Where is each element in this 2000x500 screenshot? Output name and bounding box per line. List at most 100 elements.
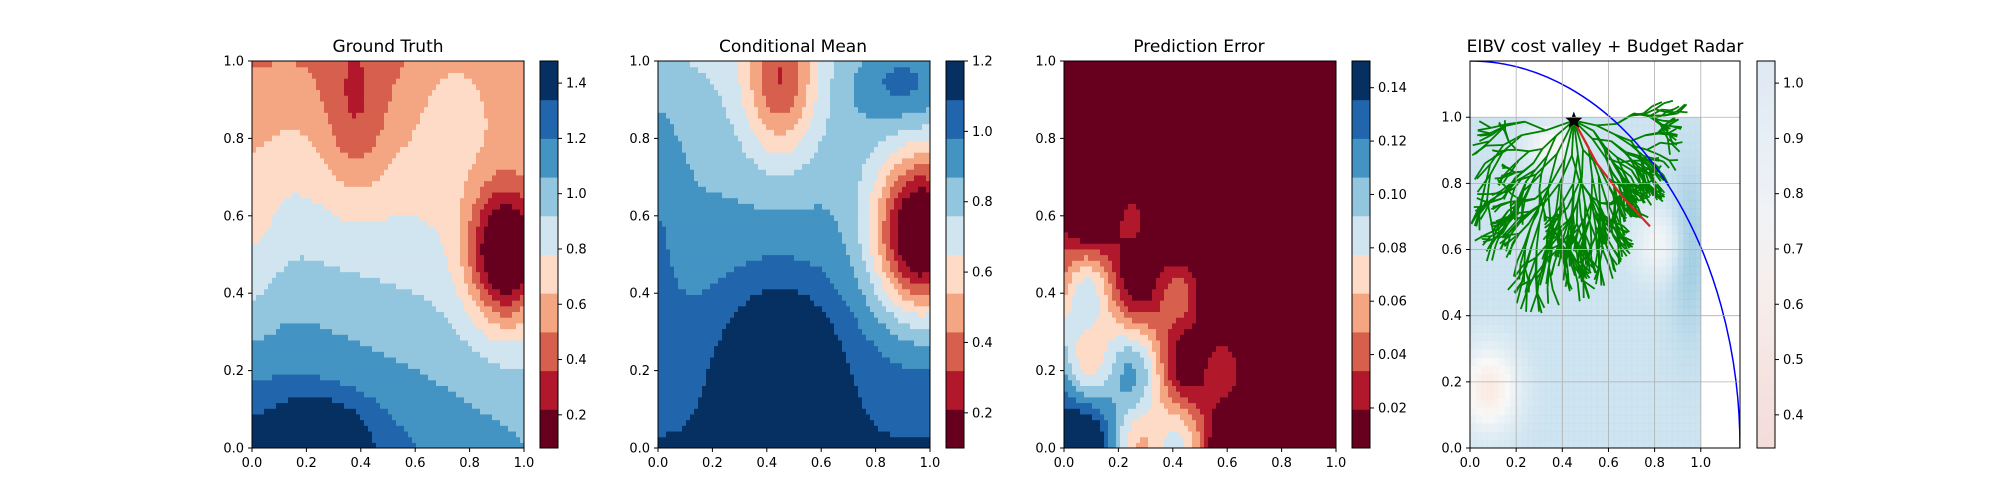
heatmap-cell bbox=[492, 442, 497, 448]
heatmap-cell bbox=[508, 134, 513, 142]
heatmap-cell bbox=[288, 117, 293, 125]
heatmap-cell bbox=[372, 436, 377, 443]
heatmap-cell bbox=[420, 282, 425, 290]
heatmap-cell bbox=[372, 61, 377, 68]
heatmap-cell bbox=[400, 237, 405, 244]
heatmap-cell bbox=[368, 243, 373, 250]
heatmap-cell bbox=[504, 112, 509, 119]
heatmap-cell bbox=[516, 180, 521, 187]
heatmap-cell bbox=[428, 408, 433, 415]
heatmap-cell bbox=[440, 186, 445, 193]
heatmap-cell bbox=[464, 442, 469, 448]
heatmap-cell bbox=[268, 294, 273, 301]
heatmap-cell bbox=[348, 374, 353, 381]
heatmap-cell bbox=[508, 220, 513, 227]
heatmap-cell bbox=[332, 288, 337, 295]
heatmap-cell bbox=[392, 282, 397, 290]
heatmap-cell bbox=[870, 430, 875, 438]
heatmap-cell bbox=[324, 237, 329, 244]
heatmap-cell bbox=[368, 379, 373, 386]
heatmap-cell bbox=[508, 226, 513, 233]
heatmap-cell bbox=[452, 140, 457, 147]
heatmap-cell bbox=[352, 106, 357, 113]
heatmap-cell bbox=[320, 226, 325, 233]
heatmap-cell bbox=[344, 112, 349, 119]
heatmap-cell bbox=[408, 425, 413, 432]
heatmap-cell bbox=[348, 152, 353, 159]
heatmap-cell bbox=[280, 72, 285, 79]
heatmap-cell bbox=[436, 345, 441, 352]
heatmap-cell bbox=[260, 72, 265, 79]
heatmap-cell bbox=[320, 163, 325, 170]
heatmap-cell bbox=[268, 231, 273, 239]
heatmap-cell bbox=[280, 265, 285, 273]
heatmap-cell bbox=[320, 311, 325, 318]
heatmap-cell bbox=[284, 300, 289, 307]
heatmap-cell bbox=[444, 186, 449, 193]
heatmap-cell bbox=[754, 436, 759, 443]
heatmap-cell bbox=[810, 430, 815, 438]
heatmap-cell bbox=[424, 226, 429, 233]
heatmap-cell bbox=[456, 402, 461, 409]
heatmap-cell bbox=[356, 169, 361, 176]
heatmap-cell bbox=[464, 106, 469, 113]
heatmap-cell bbox=[344, 430, 349, 438]
heatmap-cell bbox=[440, 317, 445, 324]
heatmap-cell bbox=[308, 129, 313, 136]
heatmap-cell bbox=[340, 271, 345, 278]
heatmap-cell bbox=[456, 442, 461, 448]
heatmap-cell bbox=[460, 140, 465, 147]
heatmap-cell bbox=[420, 197, 425, 204]
heatmap-cell bbox=[340, 391, 345, 398]
heatmap-cell bbox=[500, 226, 505, 233]
heatmap-cell bbox=[268, 106, 273, 113]
heatmap-cell bbox=[328, 186, 333, 193]
heatmap-cell bbox=[272, 123, 277, 130]
heatmap-cell bbox=[488, 328, 493, 335]
heatmap-cell bbox=[400, 271, 405, 278]
heatmap-cell bbox=[336, 83, 341, 91]
heatmap-cell bbox=[284, 328, 289, 335]
heatmap-cell bbox=[364, 419, 369, 426]
heatmap-cell bbox=[472, 277, 477, 284]
heatmap-cell bbox=[484, 123, 489, 130]
heatmap-cell bbox=[496, 317, 501, 324]
heatmap-cell bbox=[280, 362, 285, 369]
heatmap-cell bbox=[488, 186, 493, 193]
heatmap-cell bbox=[372, 117, 377, 125]
heatmap-cell bbox=[336, 442, 341, 448]
heatmap-cell bbox=[372, 408, 377, 415]
heatmap-cell bbox=[380, 402, 385, 409]
heatmap-cell bbox=[400, 129, 405, 136]
heatmap-cell bbox=[460, 197, 465, 204]
heatmap-cell bbox=[320, 146, 325, 153]
heatmap-cell bbox=[416, 442, 421, 448]
heatmap-cell bbox=[408, 271, 413, 278]
heatmap-cell bbox=[284, 391, 289, 398]
heatmap-cell bbox=[512, 180, 517, 187]
heatmap-cell bbox=[360, 334, 365, 341]
heatmap-cell bbox=[516, 146, 521, 153]
heatmap-cell bbox=[512, 362, 517, 369]
heatmap-cell bbox=[420, 356, 425, 364]
heatmap-cell bbox=[292, 271, 297, 278]
heatmap-cell bbox=[336, 351, 341, 358]
heatmap-cell bbox=[268, 112, 273, 119]
heatmap-cell bbox=[412, 436, 417, 443]
heatmap-cell bbox=[288, 157, 293, 165]
heatmap-cell bbox=[420, 214, 425, 221]
heatmap-cell bbox=[276, 402, 281, 409]
heatmap-cell bbox=[372, 106, 377, 113]
heatmap-cell bbox=[512, 140, 517, 147]
heatmap-cell bbox=[416, 356, 421, 364]
heatmap-cell bbox=[348, 61, 353, 68]
heatmap-cell bbox=[500, 413, 505, 421]
heatmap-cell bbox=[268, 305, 273, 313]
heatmap-cell bbox=[452, 317, 457, 324]
heatmap-cell bbox=[408, 61, 413, 68]
heatmap-cell bbox=[504, 254, 509, 261]
heatmap-cell bbox=[320, 419, 325, 426]
heatmap-cell bbox=[512, 265, 517, 273]
colorbar-level bbox=[540, 177, 558, 217]
